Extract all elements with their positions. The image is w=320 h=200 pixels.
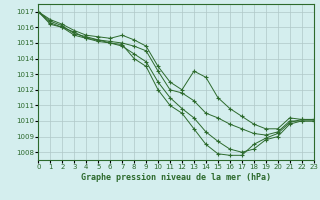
- X-axis label: Graphe pression niveau de la mer (hPa): Graphe pression niveau de la mer (hPa): [81, 173, 271, 182]
